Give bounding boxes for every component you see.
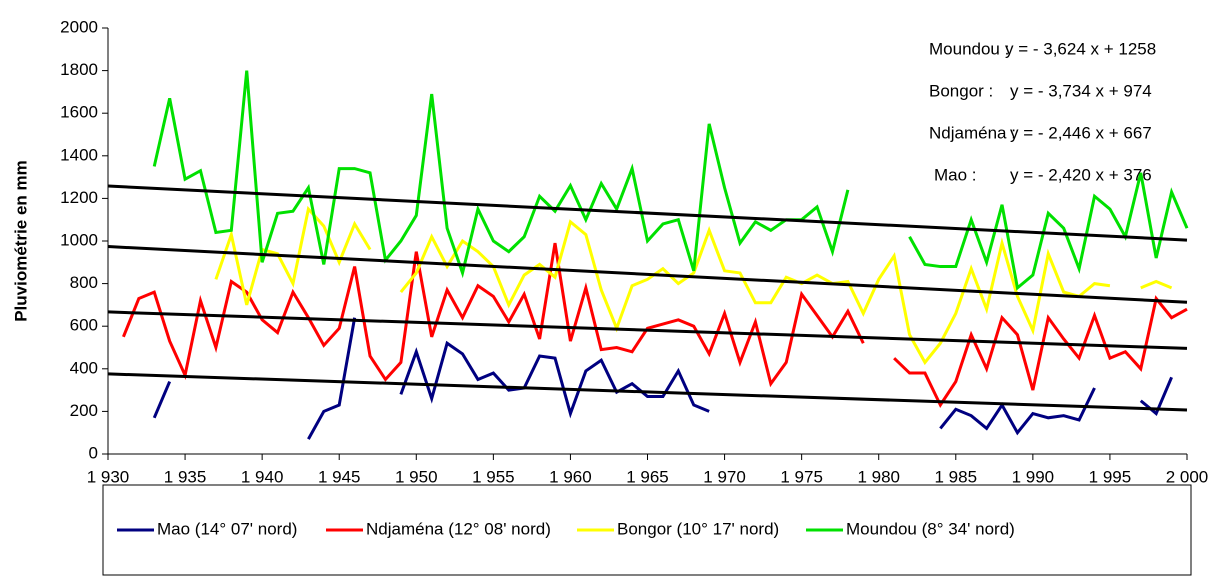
series-line xyxy=(1140,279,1173,290)
trend-label: Bongor : xyxy=(929,81,993,100)
x-tick-label: 1 930 xyxy=(87,467,130,486)
series-line xyxy=(1139,376,1173,416)
trend-line xyxy=(107,245,1188,304)
y-tick-label: 1400 xyxy=(60,145,98,164)
y-tick-label: 0 xyxy=(89,443,98,462)
x-tick-label: 1 940 xyxy=(241,467,284,486)
series-line xyxy=(893,295,1188,409)
x-tick-label: 1 950 xyxy=(395,467,438,486)
trend-equation: y = - 2,420 x + 376 xyxy=(1010,165,1152,184)
trend-equation: y = - 2,446 x + 667 xyxy=(1010,123,1152,142)
y-axis-label: Pluviométrie en mm xyxy=(11,160,30,322)
trend-line xyxy=(107,372,1188,412)
trend-label: Ndjaména : xyxy=(929,123,1016,142)
trend-line xyxy=(107,310,1188,350)
series-line xyxy=(214,205,372,306)
x-tick-label: 1 985 xyxy=(935,467,978,486)
y-tick-label: 1000 xyxy=(60,230,98,249)
series-line xyxy=(307,317,357,440)
trend-equation: y = - 3,624 x + 1258 xyxy=(1005,39,1156,58)
legend-label: Moundou (8° 34' nord) xyxy=(846,519,1015,538)
y-tick-label: 1800 xyxy=(60,60,98,79)
y-tick-label: 400 xyxy=(70,358,98,377)
x-tick-label: 1 970 xyxy=(703,467,746,486)
trend-label: Mao : xyxy=(934,165,977,184)
y-tick-label: 200 xyxy=(70,401,98,420)
x-tick-label: 2 000 xyxy=(1166,467,1209,486)
series-line xyxy=(152,380,172,419)
legend-box xyxy=(102,484,1192,576)
x-tick-label: 1 945 xyxy=(318,467,361,486)
x-tick-label: 1 935 xyxy=(164,467,207,486)
x-tick-label: 1 955 xyxy=(472,467,515,486)
legend-label: Ndjaména (12° 08' nord) xyxy=(366,519,551,538)
legend-label: Bongor (10° 17' nord) xyxy=(617,519,779,538)
x-tick-label: 1 980 xyxy=(857,467,900,486)
x-tick-label: 1 990 xyxy=(1012,467,1055,486)
y-tick-label: 1200 xyxy=(60,188,98,207)
series-line xyxy=(939,387,1096,436)
legend-label: Mao (14° 07' nord) xyxy=(157,519,297,538)
x-tick-label: 1 960 xyxy=(549,467,592,486)
trend-label: Moundou : xyxy=(929,39,1009,58)
y-tick-label: 1600 xyxy=(60,103,98,122)
x-tick-label: 1 975 xyxy=(780,467,823,486)
series-line xyxy=(399,340,710,419)
series-line xyxy=(152,70,850,279)
series-line xyxy=(908,172,1189,291)
y-tick-label: 600 xyxy=(70,316,98,335)
series-line xyxy=(399,219,1111,366)
trend-equation: y = - 3,734 x + 974 xyxy=(1010,81,1152,100)
y-tick-label: 800 xyxy=(70,273,98,292)
trend-line xyxy=(107,184,1188,242)
x-tick-label: 1 995 xyxy=(1089,467,1132,486)
y-tick-label: 2000 xyxy=(60,17,98,36)
series-line xyxy=(122,242,865,388)
x-tick-label: 1 965 xyxy=(626,467,669,486)
